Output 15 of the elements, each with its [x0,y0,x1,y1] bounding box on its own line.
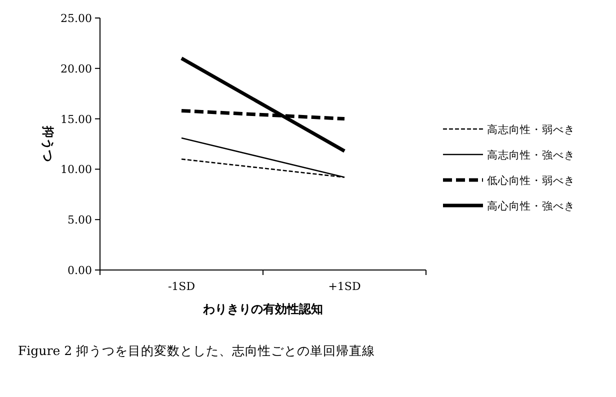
y-tick-label: 0.00 [68,264,92,277]
y-tick-label: 10.00 [60,163,92,176]
legend-label: 低心向性・弱べき [487,174,575,187]
x-axis-title: わりきりの有効性認知 [202,302,323,316]
y-axis-title: 抑うつ [41,125,55,162]
x-tick-label: +1SD [328,280,361,293]
legend-label: 高志向性・強べき [487,148,575,162]
y-tick-label: 20.00 [60,62,92,76]
y-tick-label: 5.00 [68,214,92,227]
x-tick-label: -1SD [168,280,196,293]
legend-label: 高志向性・弱べき [487,123,575,136]
y-tick-label: 15.00 [60,112,92,126]
legend-label: 高心向性・強べき [487,200,575,212]
y-tick-label: 25.00 [60,12,92,25]
caption: Figure 2 抑うつを目的変数とした、志向性ごとの単回帰直線 [18,343,375,358]
